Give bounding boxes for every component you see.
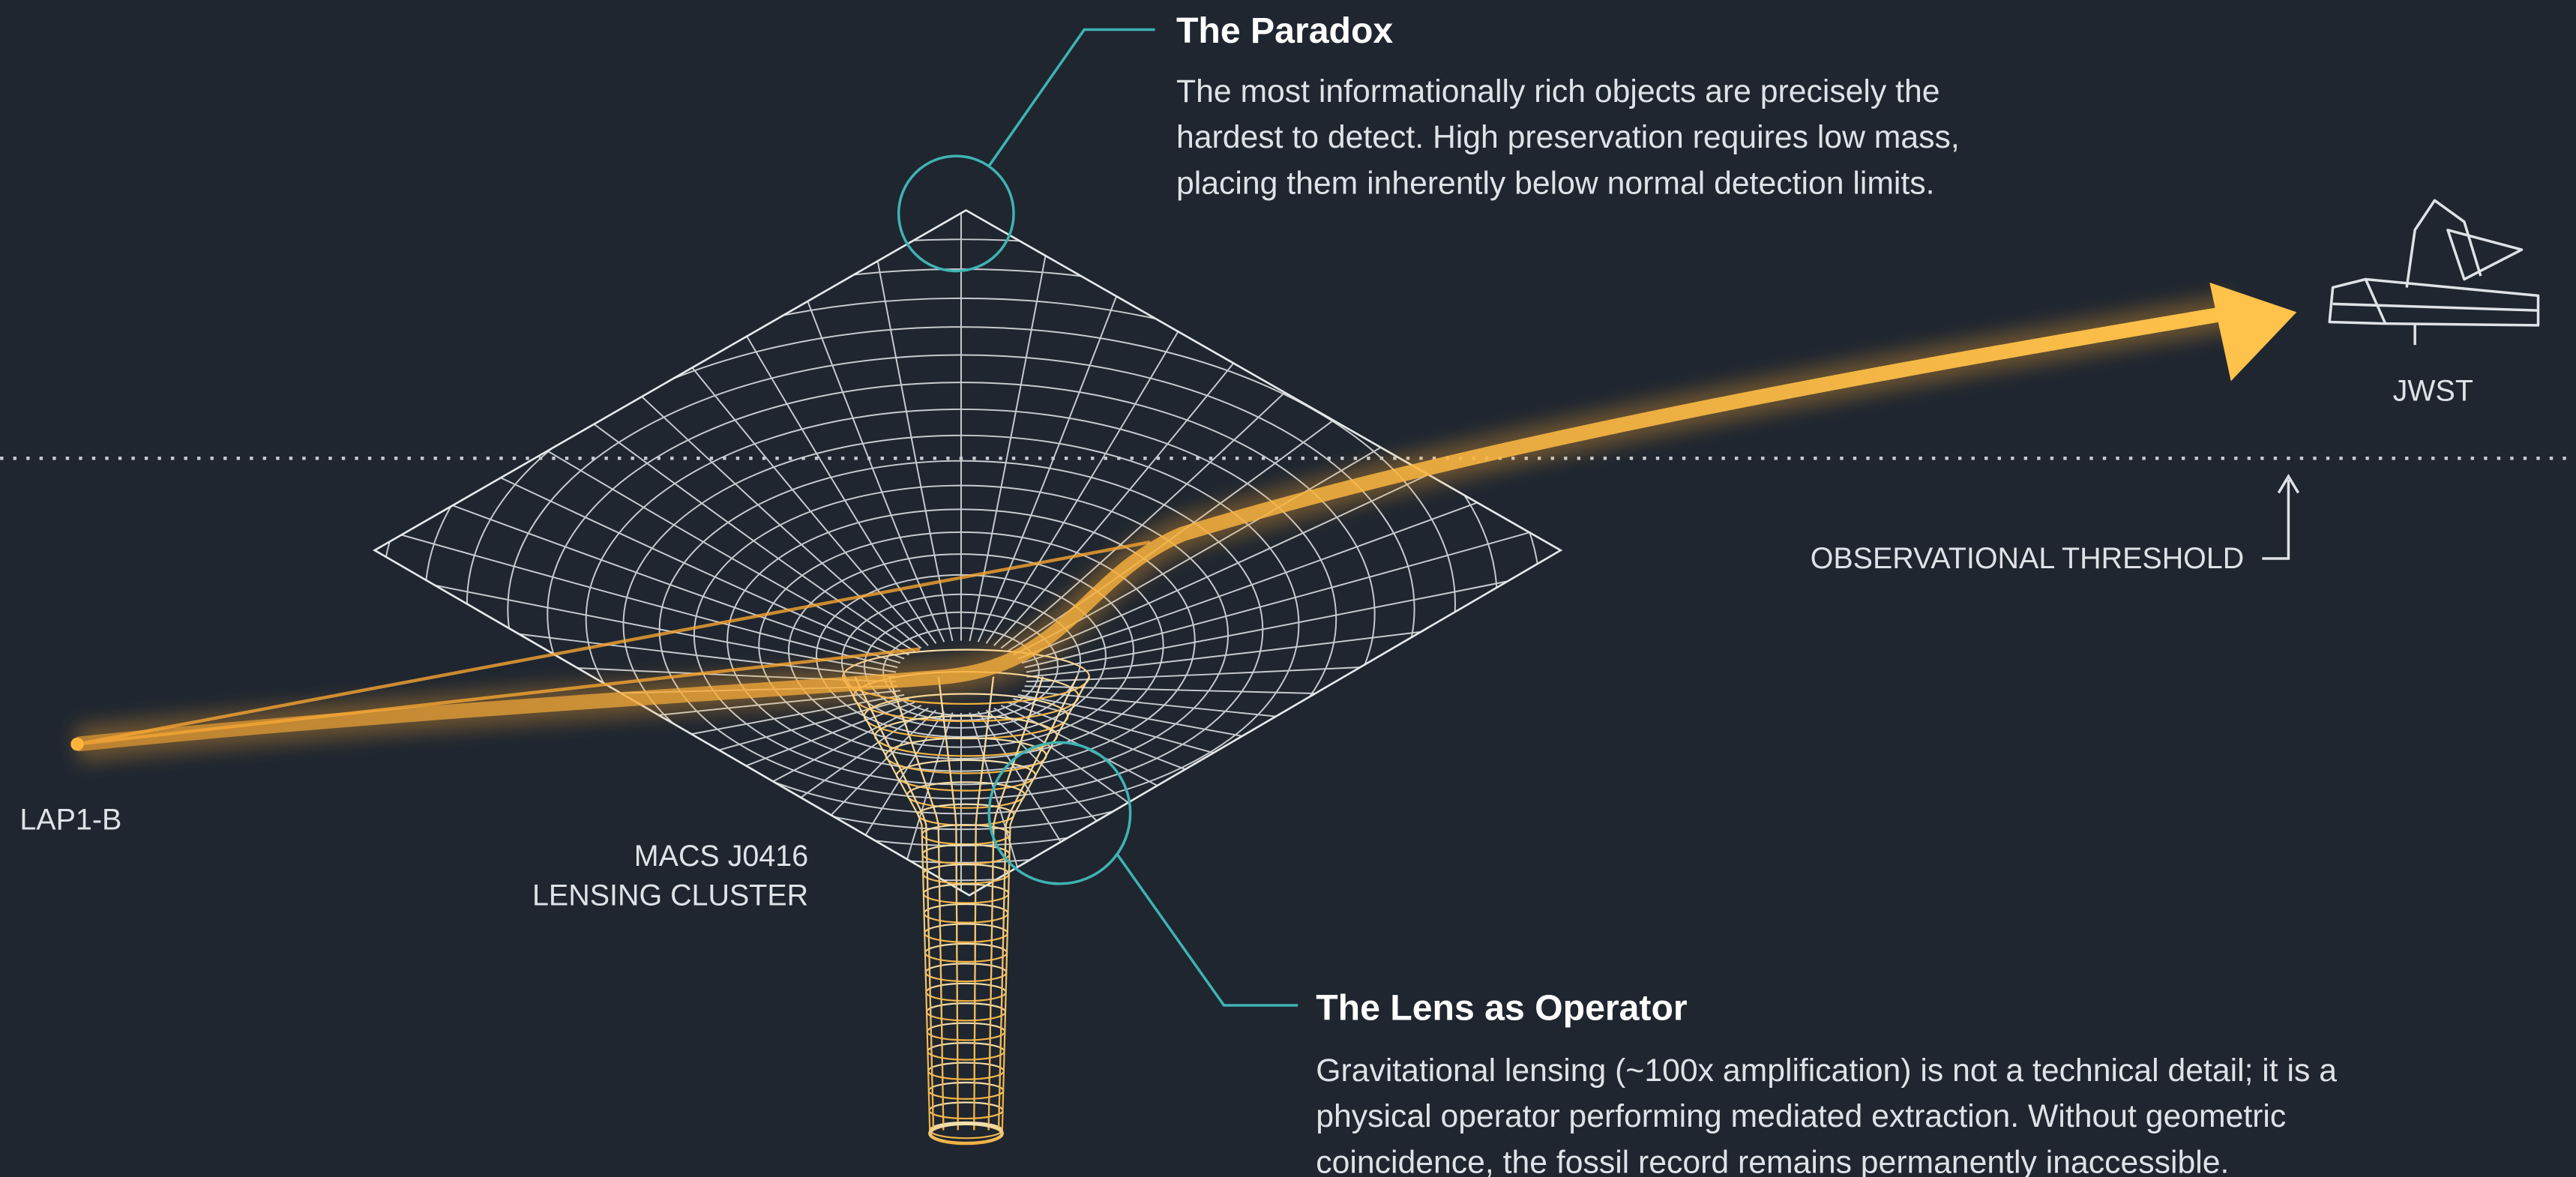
paradox-text: The most informationally rich objects ar… bbox=[1176, 73, 1940, 109]
grid-line bbox=[1024, 413, 1561, 669]
grid-line bbox=[1026, 635, 1561, 683]
grid-line bbox=[993, 210, 1471, 646]
threshold-arrow bbox=[2262, 474, 2300, 560]
paradox-text: hardest to detect. High preservation req… bbox=[1176, 119, 1960, 155]
lens-title: The Lens as Operator bbox=[1316, 988, 1688, 1029]
grid-line bbox=[997, 676, 1078, 1131]
grid-line bbox=[973, 676, 995, 1131]
grid-line bbox=[374, 487, 897, 673]
grid-line bbox=[1021, 343, 1561, 664]
grid-line bbox=[374, 343, 901, 664]
grid-line bbox=[842, 676, 931, 1131]
light-beam bbox=[70, 282, 2297, 762]
jwst-icon bbox=[2328, 199, 2540, 346]
lens-text: Gravitational lensing (~100x amplificati… bbox=[1316, 1053, 2337, 1089]
grid-line bbox=[985, 210, 1352, 644]
grid-line bbox=[987, 676, 1044, 1131]
paradox-text: placing them inherently below normal det… bbox=[1176, 166, 1935, 202]
funnel-tube bbox=[842, 648, 1090, 1146]
grid-line bbox=[969, 210, 1095, 642]
grid-line bbox=[977, 210, 1226, 642]
grid-line bbox=[571, 210, 937, 644]
paradox-title: The Paradox bbox=[1176, 10, 1393, 51]
callout-lines bbox=[897, 28, 1298, 1007]
grid-line bbox=[1001, 676, 1090, 1131]
lens-text: physical operator performing mediated ex… bbox=[1316, 1098, 2286, 1134]
grid-border bbox=[373, 208, 1563, 897]
grid-line bbox=[374, 413, 898, 669]
grid-line bbox=[937, 676, 959, 1131]
threshold-label: OBSERVATIONAL THRESHOLD bbox=[1811, 542, 2245, 575]
lens-text: coincidence, the fossil record remains p… bbox=[1316, 1145, 2229, 1177]
grid-line bbox=[696, 210, 945, 642]
grid-line bbox=[374, 214, 909, 656]
grid-line bbox=[827, 210, 954, 642]
observer-label: JWST bbox=[2393, 375, 2473, 408]
grid-line bbox=[1026, 487, 1561, 673]
grid-line bbox=[374, 276, 905, 660]
grid-line bbox=[928, 1122, 1004, 1146]
grid-line bbox=[451, 210, 929, 646]
grid-line bbox=[888, 676, 945, 1131]
grid-line bbox=[1026, 561, 1561, 678]
grid-line bbox=[854, 676, 935, 1131]
cluster-label: MACS J0416 bbox=[634, 840, 808, 873]
source-label: LAP1-B bbox=[19, 804, 121, 837]
cluster-label: LENSING CLUSTER bbox=[532, 879, 808, 912]
